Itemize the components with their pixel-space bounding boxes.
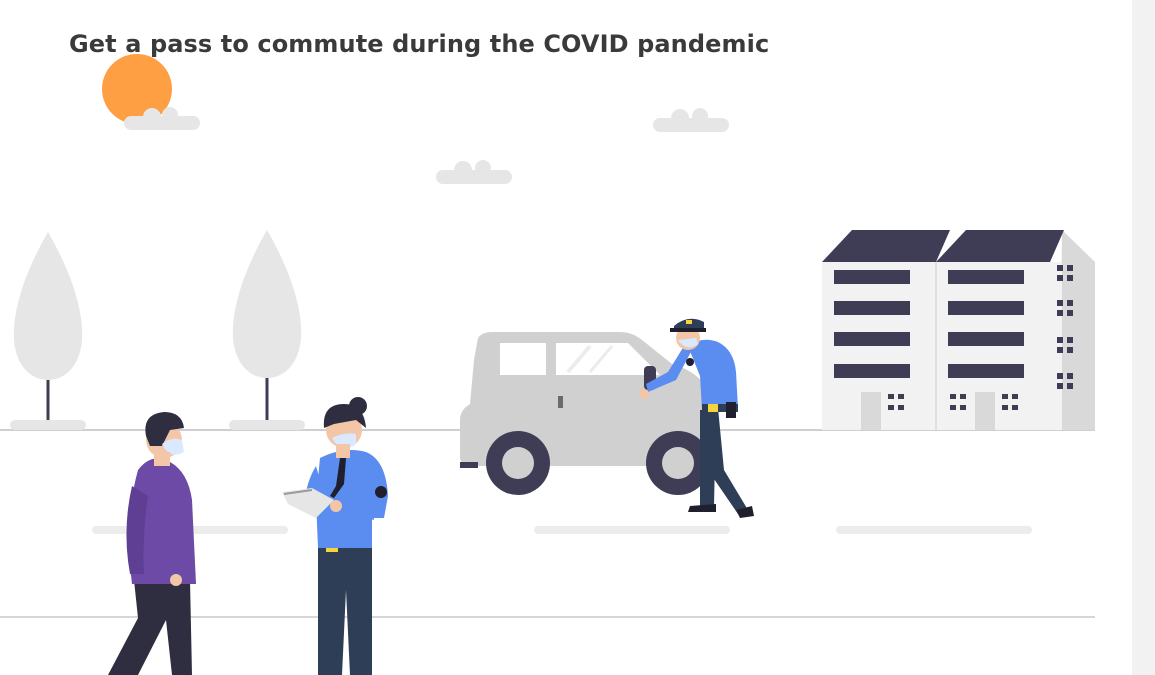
tree-icon — [229, 230, 305, 430]
police-officer-icon — [639, 318, 754, 518]
road-marking — [836, 526, 1032, 534]
cloud-icon — [124, 107, 200, 130]
building-icon — [822, 230, 1095, 430]
scrollbar-track[interactable] — [1132, 0, 1155, 675]
car-icon — [460, 332, 710, 495]
sun-icon — [102, 54, 172, 124]
policewoman-icon — [282, 397, 388, 675]
civilian-man-icon — [108, 412, 196, 675]
road-marking — [534, 526, 730, 534]
page-title: Get a pass to commute during the COVID p… — [69, 30, 770, 58]
cloud-icon — [653, 108, 729, 132]
tree-icon — [10, 232, 86, 430]
cloud-icon — [436, 160, 512, 184]
